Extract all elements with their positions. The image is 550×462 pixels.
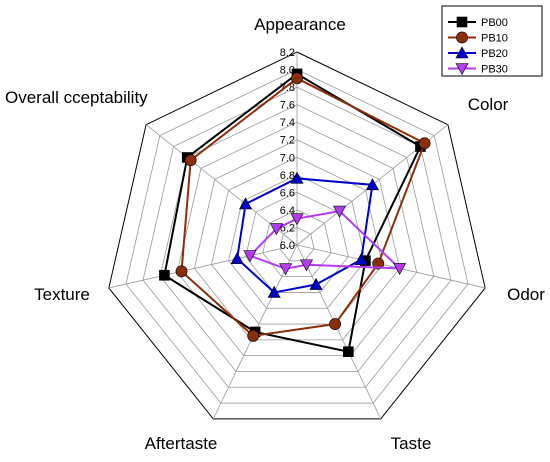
tick-label-7-8: 7.8 (280, 82, 295, 94)
series-pb10 (175, 72, 431, 342)
legend-marker-pb20 (455, 46, 469, 59)
grid-ring-7-8 (142, 86, 452, 388)
legend-label-pb10: PB10 (481, 33, 508, 45)
tick-label-8-2: 8.2 (280, 47, 295, 59)
point-pb10-aftertaste (247, 329, 260, 342)
series-line-pb20 (236, 177, 374, 294)
tick-label-8-0: 8.0 (280, 65, 295, 77)
legend-label-pb00: PB00 (481, 17, 508, 29)
legend-item-pb30: PB30 (448, 63, 508, 76)
point-pb20-overall-cceptability (239, 197, 253, 210)
point-pb10-taste (329, 318, 341, 330)
axis-label-overall-cceptability: Overall cceptability (5, 88, 148, 107)
point-pb30-aftertaste (279, 263, 293, 276)
tick-label-7-4: 7.4 (280, 117, 295, 129)
legend: PB00 PB10 PB20 PB30 (441, 5, 543, 77)
point-pb30-overall-cceptability (269, 223, 283, 236)
grid-ring-8-0 (125, 69, 469, 404)
point-pb30-color (333, 205, 347, 218)
grid-ring-6-8 (228, 174, 366, 309)
legend-item-pb10: PB10 (448, 31, 508, 45)
point-pb20-aftertaste (267, 285, 281, 298)
point-pb30-odor (393, 263, 407, 276)
point-pb00-texture (159, 269, 170, 281)
series-line-pb00 (163, 72, 422, 353)
legend-marker-pb30 (455, 63, 469, 76)
spoke-odor (296, 244, 486, 289)
tick-label-6-0: 6.0 (280, 240, 295, 252)
radar-spokes (108, 52, 486, 420)
axis-label-color: Color (468, 95, 509, 114)
tick-label-6-6: 6.6 (280, 187, 295, 199)
point-pb20-taste (309, 277, 323, 290)
axis-label-taste: Taste (391, 434, 432, 453)
point-pb30-texture (243, 250, 257, 263)
grid-ring-8-2 (108, 51, 486, 420)
legend-item-pb00: PB00 (448, 16, 508, 29)
point-pb20-odor (354, 253, 368, 265)
axis-label-texture: Texture (34, 285, 90, 304)
grid-ring-7-0 (211, 156, 383, 325)
point-pb20-texture (230, 252, 244, 264)
legend-item-pb20: PB20 (448, 46, 508, 60)
series-line-pb10 (180, 77, 426, 337)
tick-label-6-8: 6.8 (280, 170, 295, 182)
series-pb30 (243, 205, 407, 276)
axis-label-appearance: Appearance (254, 15, 346, 34)
axis-label-odor: Odor (507, 285, 545, 304)
spoke-taste (296, 244, 382, 420)
point-pb00-taste (343, 346, 354, 358)
legend-marker-pb00 (456, 16, 468, 28)
point-pb10-odor (372, 257, 385, 270)
legend-label-pb30: PB30 (481, 64, 508, 76)
legend-label-pb20: PB20 (481, 48, 508, 60)
spoke-texture (108, 244, 298, 289)
grid-ring-6-6 (245, 191, 349, 293)
point-pb30-appearance (290, 213, 304, 226)
series-pb20 (230, 171, 379, 298)
point-pb10-appearance (291, 72, 303, 85)
series-line-pb30 (248, 210, 403, 270)
grid-ring-6-2 (279, 227, 315, 262)
point-pb10-overall-cceptability (184, 154, 197, 167)
axis-labels: Appearance Color Odor Taste Aftertaste Textur… (5, 15, 545, 453)
grid-ring-7-4 (176, 121, 418, 357)
axis-label-aftertaste: Aftertaste (145, 434, 218, 453)
point-pb30-taste (300, 259, 314, 272)
point-pb20-appearance (290, 171, 304, 184)
grid-ring-6-4 (262, 209, 332, 278)
point-pb20-color (365, 178, 379, 191)
tick-label-7-0: 7.0 (280, 152, 295, 164)
tick-label-7-2: 7.2 (280, 135, 295, 147)
point-pb10-texture (175, 265, 188, 278)
legend-marker-pb10 (456, 31, 468, 44)
point-pb10-color (418, 137, 431, 150)
tick-label-7-6: 7.6 (280, 100, 295, 112)
radar-series (159, 68, 431, 358)
